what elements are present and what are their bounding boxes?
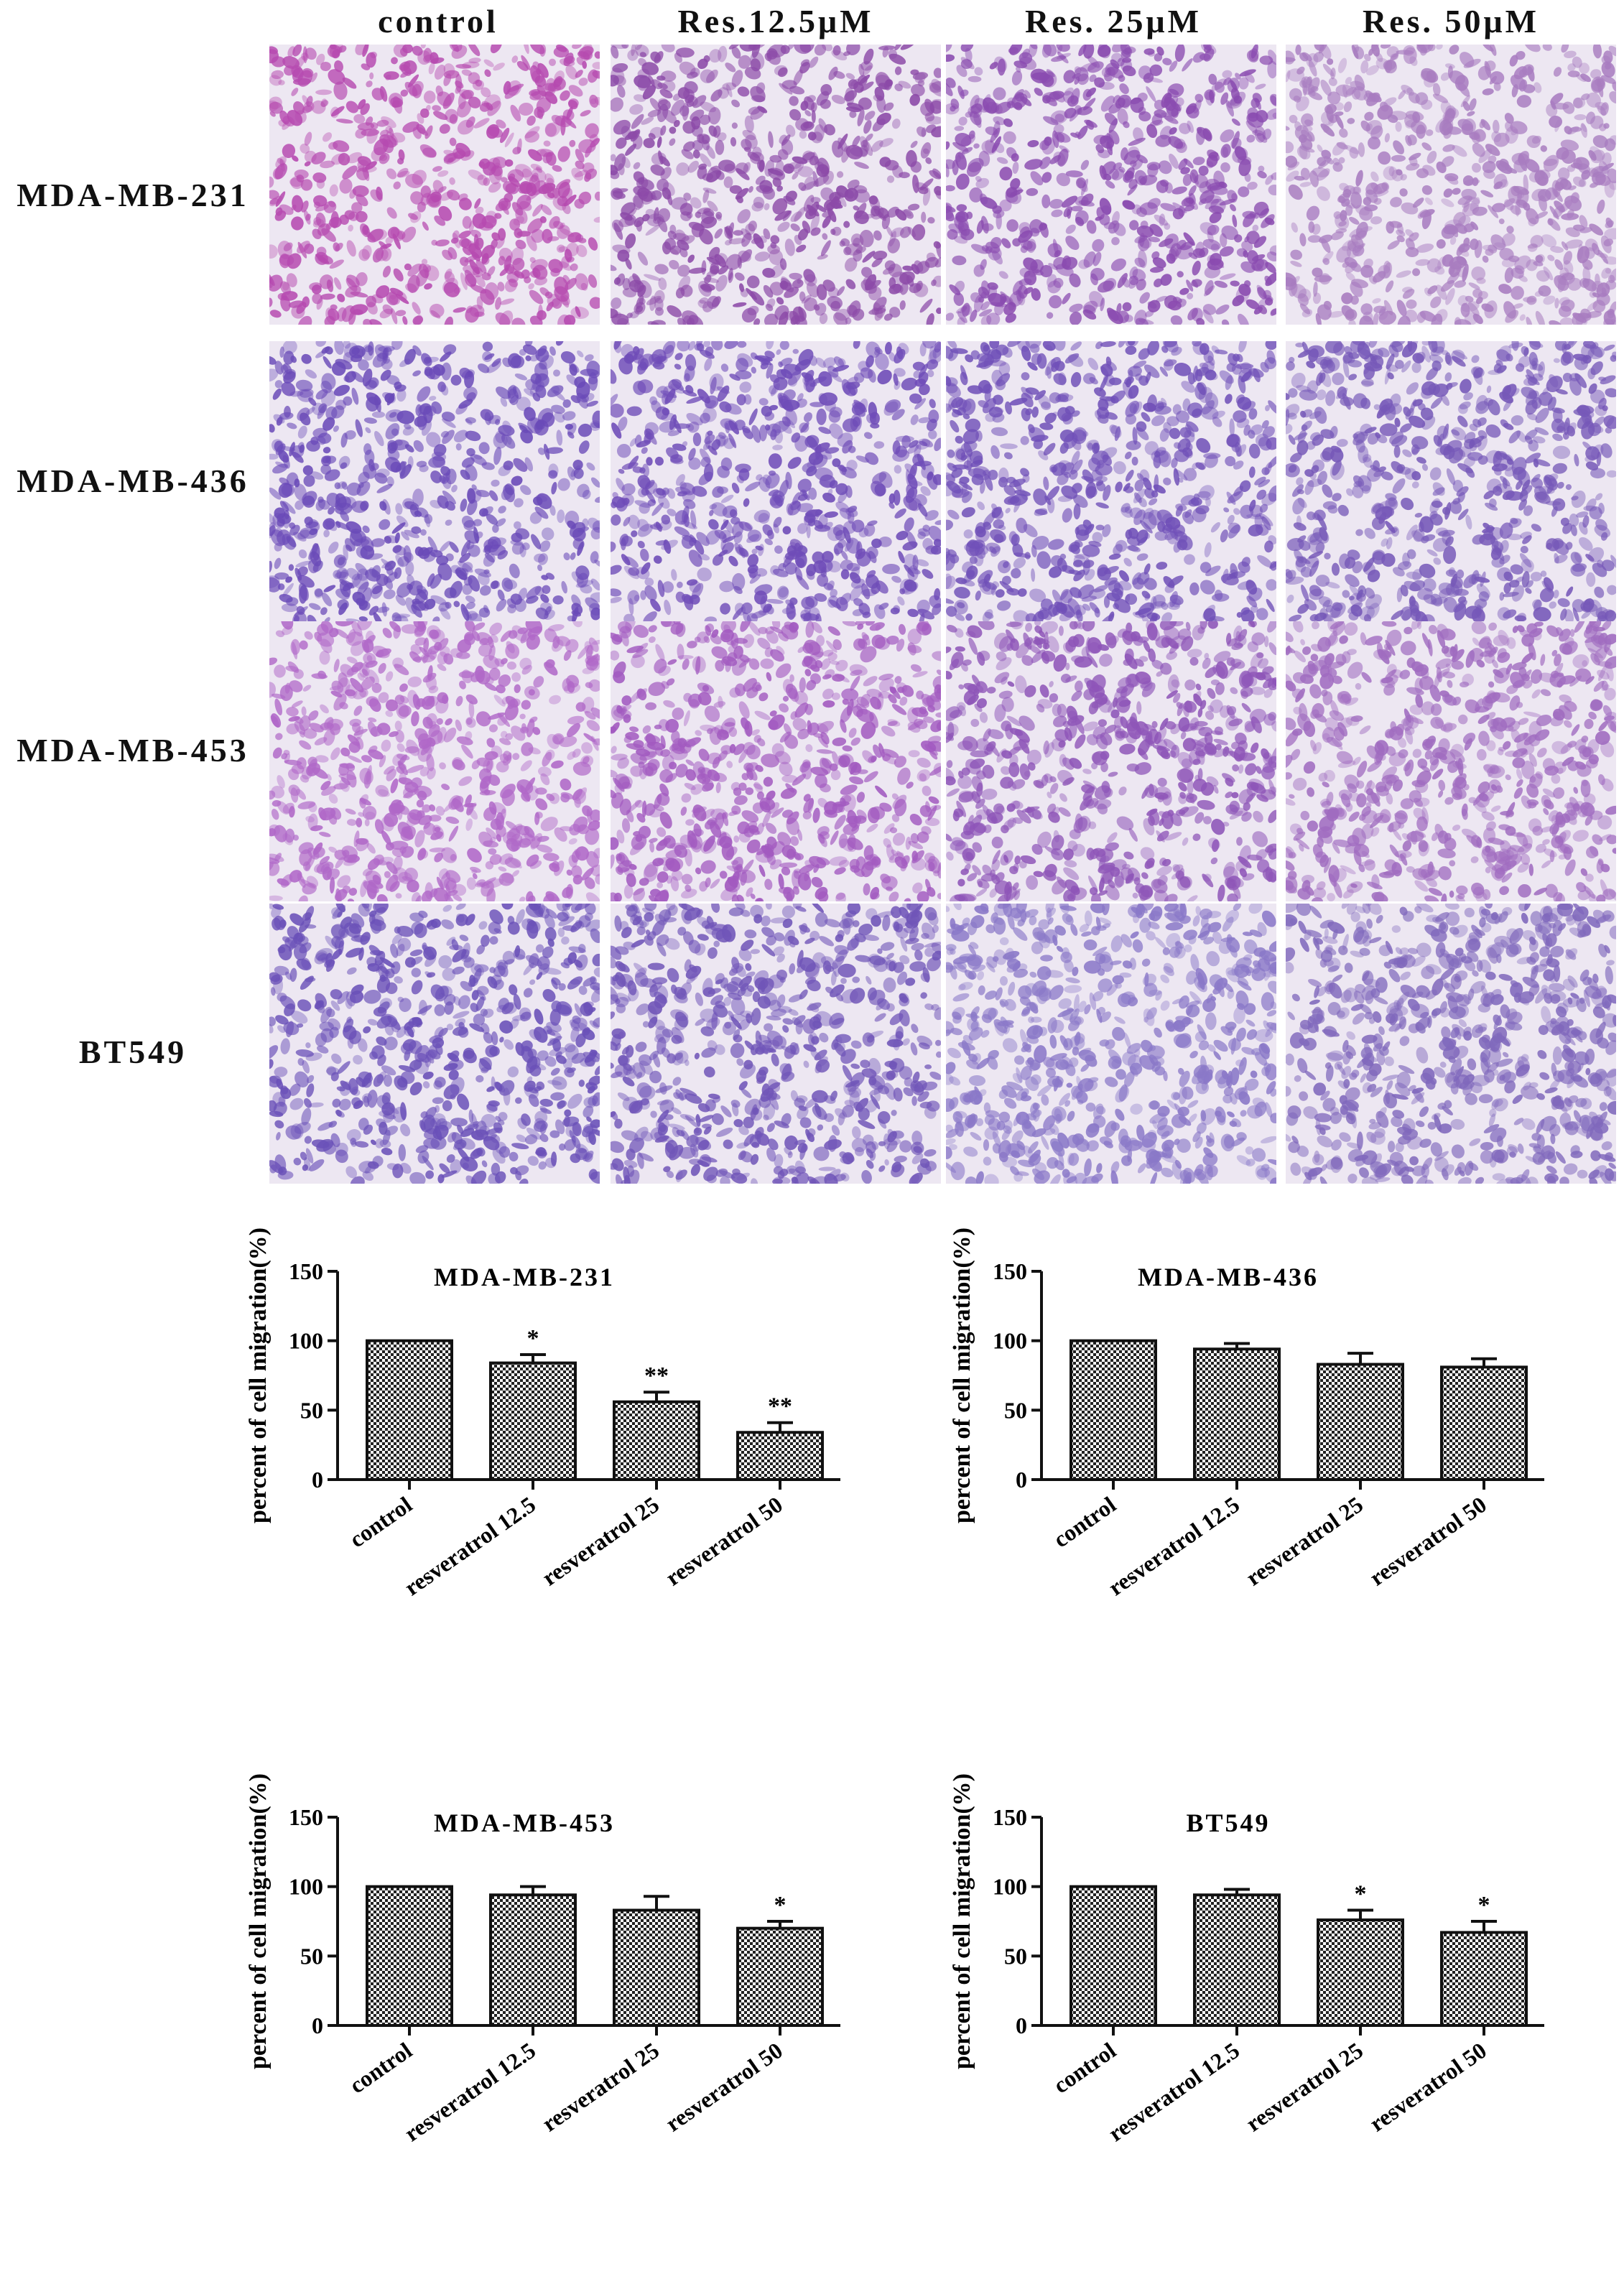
row-label-bt549: BT549 bbox=[78, 1034, 187, 1070]
y-tick-label: 150 bbox=[993, 1804, 1027, 1830]
x-tick-label: resveratrol 12.5 bbox=[399, 2037, 540, 2146]
micrograph-mda-mb-453-1 bbox=[269, 621, 600, 901]
significance-marker: * bbox=[774, 1892, 787, 1918]
micrograph-bt549-2 bbox=[611, 904, 941, 1184]
column-header-control: control bbox=[378, 3, 498, 40]
chart-title: MDA-MB-436 bbox=[1138, 1263, 1319, 1291]
column-header-res-50: Res. 50μM bbox=[1362, 3, 1540, 40]
significance-marker: * bbox=[527, 1325, 539, 1352]
y-tick-label: 50 bbox=[300, 1943, 323, 1969]
x-tick-label: resveratrol 50 bbox=[1365, 1491, 1491, 1590]
x-tick-label: control bbox=[345, 2037, 417, 2098]
bar bbox=[736, 1431, 824, 1481]
micrograph-bt549-4 bbox=[1286, 904, 1616, 1184]
y-tick-label: 50 bbox=[1004, 1397, 1027, 1423]
micrograph-mda-mb-453-2 bbox=[611, 621, 941, 901]
bar bbox=[1440, 1931, 1528, 2028]
y-axis-label: percent of cell migration(%) bbox=[245, 1227, 272, 1523]
y-tick-label: 50 bbox=[1004, 1943, 1027, 1969]
y-axis-label: percent of cell migration(%) bbox=[949, 1773, 975, 2069]
bar bbox=[1440, 1365, 1528, 1481]
chart-svg: 0 50 100 150 percent of cell migration(%) MDA… bbox=[245, 1227, 840, 1600]
micrograph-mda-mb-436-1 bbox=[269, 341, 600, 621]
chart-title: MDA-MB-231 bbox=[434, 1263, 615, 1291]
micrograph-mda-mb-436-3 bbox=[946, 341, 1276, 621]
y-tick-label: 150 bbox=[289, 1258, 323, 1284]
micrograph-bt549-1 bbox=[269, 904, 600, 1184]
y-axis-label: percent of cell migration(%) bbox=[949, 1227, 975, 1523]
chart-svg: 0 50 100 150 percent of cell migration(%) MDA… bbox=[949, 1227, 1544, 1600]
micrograph-mda-mb-453-4 bbox=[1286, 621, 1616, 901]
y-tick-label: 0 bbox=[312, 2013, 323, 2038]
chart-svg: 0 50 100 150 percent of cell migration(%) MDA… bbox=[245, 1773, 840, 2146]
bar bbox=[1069, 1339, 1157, 1481]
bar bbox=[613, 1400, 700, 1482]
chart-title: MDA-MB-453 bbox=[434, 1809, 615, 1837]
chart-svg: 0 50 100 150 percent of cell migration(%) BT5… bbox=[949, 1773, 1544, 2146]
bar bbox=[1193, 1893, 1281, 2027]
y-tick-label: 0 bbox=[312, 1467, 323, 1493]
significance-marker: * bbox=[1355, 1881, 1367, 1908]
micrograph-mda-mb-231-2 bbox=[611, 45, 941, 325]
x-tick-label: resveratrol 25 bbox=[537, 1491, 664, 1590]
x-tick-label: resveratrol 12.5 bbox=[1103, 2037, 1244, 2146]
bar bbox=[489, 1893, 577, 2027]
x-tick-label: control bbox=[1049, 2037, 1120, 2098]
x-tick-label: resveratrol 25 bbox=[537, 2037, 664, 2136]
column-header-res-12-5: Res.12.5μM bbox=[677, 3, 874, 40]
micrograph-mda-mb-453-3 bbox=[946, 621, 1276, 901]
x-tick-label: control bbox=[1049, 1491, 1120, 1552]
significance-marker: ** bbox=[644, 1363, 669, 1389]
y-tick-label: 150 bbox=[289, 1804, 323, 1830]
bar-chart-mda-mb-231: 0 50 100 150 percent of cell migration(%) MDA… bbox=[0, 1192, 840, 1738]
significance-marker: * bbox=[1478, 1892, 1490, 1918]
micrograph-mda-mb-231-4 bbox=[1286, 45, 1616, 325]
bar bbox=[736, 1926, 824, 2027]
y-axis-label: percent of cell migration(%) bbox=[245, 1773, 272, 2069]
y-tick-label: 100 bbox=[993, 1328, 1027, 1354]
y-tick-label: 150 bbox=[993, 1258, 1027, 1284]
micrograph-mda-mb-231-1 bbox=[269, 45, 600, 325]
micrograph-mda-mb-436-2 bbox=[611, 341, 941, 621]
y-tick-label: 100 bbox=[993, 1874, 1027, 1900]
bar bbox=[1069, 1885, 1157, 2027]
bar bbox=[613, 1908, 700, 2027]
bar bbox=[1317, 1918, 1404, 2027]
x-tick-label: resveratrol 50 bbox=[661, 2037, 787, 2136]
y-tick-label: 0 bbox=[1016, 1467, 1027, 1493]
row-label-mda-mb-231: MDA-MB-231 bbox=[17, 177, 249, 213]
x-tick-label: resveratrol 50 bbox=[661, 1491, 787, 1590]
micrograph-mda-mb-436-4 bbox=[1286, 341, 1616, 621]
micrograph-bt549-3 bbox=[946, 904, 1276, 1184]
bar bbox=[366, 1339, 453, 1481]
bar-chart-mda-mb-453: 0 50 100 150 percent of cell migration(%) MDA… bbox=[0, 1738, 840, 2279]
y-tick-label: 0 bbox=[1016, 2013, 1027, 2038]
significance-marker: ** bbox=[768, 1393, 792, 1420]
x-tick-label: resveratrol 12.5 bbox=[1103, 1491, 1244, 1600]
y-tick-label: 100 bbox=[289, 1874, 323, 1900]
row-label-mda-mb-436: MDA-MB-436 bbox=[17, 463, 249, 499]
bar bbox=[366, 1885, 453, 2027]
x-tick-label: control bbox=[345, 1491, 417, 1552]
row-label-mda-mb-453: MDA-MB-453 bbox=[17, 732, 249, 769]
bar bbox=[1193, 1347, 1281, 1481]
x-tick-label: resveratrol 12.5 bbox=[399, 1491, 540, 1600]
y-tick-label: 50 bbox=[300, 1397, 323, 1423]
x-tick-label: resveratrol 50 bbox=[1365, 2037, 1491, 2136]
chart-title: BT549 bbox=[1186, 1809, 1270, 1837]
x-tick-label: resveratrol 25 bbox=[1241, 2037, 1368, 2136]
micrograph-mda-mb-231-3 bbox=[946, 45, 1276, 325]
bar bbox=[489, 1361, 577, 1481]
bar-chart-mda-mb-436: 0 50 100 150 percent of cell migration(%) MDA… bbox=[812, 1192, 1624, 1738]
bar-chart-bt549: 0 50 100 150 percent of cell migration(%) BT5… bbox=[812, 1738, 1624, 2279]
y-tick-label: 100 bbox=[289, 1328, 323, 1354]
x-tick-label: resveratrol 25 bbox=[1241, 1491, 1368, 1590]
column-header-res-25: Res. 25μM bbox=[1024, 3, 1202, 40]
bar bbox=[1317, 1363, 1404, 1481]
